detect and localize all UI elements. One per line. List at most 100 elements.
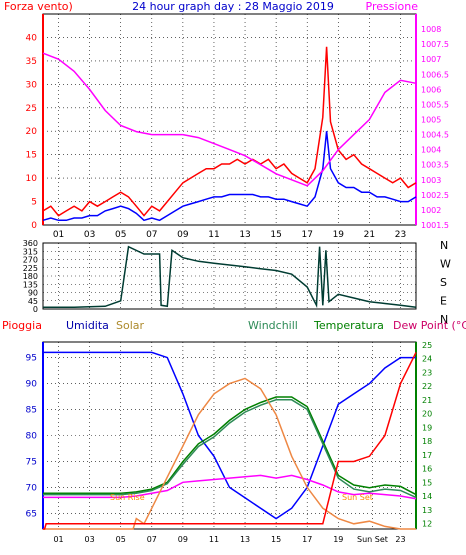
panel2-y-tick: 135	[23, 280, 38, 289]
panel3-label: Umidita	[66, 319, 109, 332]
sun-rise-annotation: Sun Rise	[110, 493, 145, 502]
panel3-x-tick: 09	[178, 535, 188, 544]
panel1-x-tick: 19	[333, 230, 345, 240]
panel3-y-tick-right: 25	[422, 341, 432, 350]
panel1-plot-area	[42, 13, 417, 226]
panel3-x-tick: 07	[147, 535, 157, 544]
panel2-y-tick: 315	[23, 247, 38, 256]
panel1-y-tick-right: 1004.5	[421, 131, 449, 140]
panel1-x-tick: 01	[53, 230, 64, 240]
panel3-series-5	[43, 352, 417, 530]
panel1-x-tick: 13	[239, 230, 250, 240]
panel1-series-0	[42, 46, 417, 217]
wind-pressure-panel: Forza vento) 24 hour graph day : 28 Magg…	[4, 0, 449, 240]
panel3-y-tick-right: 13	[422, 506, 432, 515]
panel3-x-tick: 23	[395, 535, 405, 544]
panel3-y-tick-right: 14	[422, 492, 432, 501]
panel2-y-tick: 0	[33, 305, 38, 314]
panel1-y-tick-left: 40	[26, 33, 38, 43]
panel2-direction-label: W	[440, 258, 451, 271]
panel1-y-ticks-right: 1001.5 1002 1002.5 1003 1003.5 1004 1004.5 1005…	[421, 25, 449, 230]
panel1-right-label: Pressione	[366, 0, 419, 13]
panel1-y-tick-left: 0	[31, 221, 37, 231]
panel1-y-tick-left: 25	[26, 104, 37, 114]
panel3-series-2	[43, 399, 417, 499]
panel1-x-tick: 07	[146, 230, 157, 240]
panel1-y-tick-right: 1004	[421, 146, 441, 155]
panel3-x-tick: 01	[53, 535, 63, 544]
panel1-y-tick-left: 20	[26, 127, 38, 137]
panel3-label: Windchill	[248, 319, 298, 332]
panel3-y-tick-right: 24	[422, 355, 432, 364]
panel3-y-ticks-right: 12 13 14 15 16 17 18 19 20 21 22 23 24 25	[422, 341, 432, 529]
panel1-x-tick: 21	[364, 230, 375, 240]
panel1-x-tick: 05	[115, 230, 126, 240]
panel3-y-tick-right: 22	[422, 382, 432, 391]
panel1-x-tick: 17	[301, 230, 312, 240]
panel1-y-tick-left: 10	[26, 174, 38, 184]
panel1-x-tick: 11	[208, 230, 219, 240]
panel1-y-tick-left: 5	[31, 198, 37, 208]
panel3-series-0	[43, 351, 416, 520]
sun-set-annotation: Sun Set	[342, 493, 373, 502]
panel2-series-0	[43, 245, 417, 309]
panel1-x-tick: 03	[84, 230, 95, 240]
panel3-y-tick-left: 95	[26, 354, 37, 364]
panel1-y-tick-right: 1002.5	[421, 191, 449, 200]
panel3-y-tick-right: 19	[422, 423, 432, 432]
panel3-x-tick: 05	[116, 535, 126, 544]
panel1-y-tick-right: 1006.5	[421, 70, 449, 79]
panel1-y-tick-right: 1003.5	[421, 161, 449, 170]
panel3-label: Dew Point (°C)	[393, 319, 466, 332]
panel3-x-tick: 19	[333, 535, 343, 544]
panel3-y-tick-right: 12	[422, 520, 432, 529]
panel3-y-tick-right: 17	[422, 451, 432, 460]
panel1-y-tick-left: 35	[26, 57, 37, 67]
panel3-x-tick: 17	[302, 535, 312, 544]
panel3-x-tick: 13	[240, 535, 250, 544]
panel3-series-1	[43, 396, 417, 496]
panel1-y-tick-right: 1005.5	[421, 100, 449, 109]
panel2-y-tick: 270	[23, 256, 38, 265]
panel2-direction-label: E	[440, 295, 447, 308]
panel3-y-tick-left: 80	[26, 432, 38, 442]
panel2-y-tick: 360	[23, 239, 38, 248]
panel3-y-tick-right: 20	[422, 410, 432, 419]
panel3-label: Temperatura	[313, 319, 384, 332]
panel1-y-tick-left: 30	[26, 80, 38, 90]
panel3-x-tick: Sun Set	[357, 535, 388, 544]
panel3-x-tick: 11	[209, 535, 219, 544]
panel1-y-tick-right: 1007	[421, 55, 441, 64]
panel3-y-tick-left: 65	[26, 509, 37, 519]
panel1-x-tick: 15	[270, 230, 281, 240]
panel3-y-tick-left: 85	[26, 406, 37, 416]
panel3-y-tick-right: 21	[422, 396, 432, 405]
panel1-y-tick-right: 1005	[421, 116, 441, 125]
panel3-y-tick-left: 70	[26, 483, 38, 493]
panel3-y-tick-right: 23	[422, 368, 432, 377]
panel1-series-1	[42, 131, 417, 222]
panel1-y-tick-right: 1006	[421, 85, 441, 94]
panel2-y-tick: 45	[28, 297, 38, 306]
panel1-y-tick-right: 1001.5	[421, 221, 449, 230]
temperature-humidity-panel: Pioggia Umidita Solar Windchill Temperatura D…	[2, 319, 466, 544]
panel1-y-tick-right: 1003	[421, 176, 441, 185]
panel3-x-ticks: 01 03 05 07 09 11 13 15 17 19 Sun Set 23	[53, 535, 405, 544]
panel1-series-2	[42, 52, 417, 187]
panel1-y-tick-right: 1002	[421, 206, 441, 215]
panel1-title: 24 hour graph day : 28 Maggio 2019	[132, 0, 334, 13]
panel1-y-tick-right: 1007.5	[421, 40, 449, 49]
panel2-series	[43, 245, 417, 309]
panel1-x-tick: 09	[177, 230, 189, 240]
panel2-y-tick: 225	[23, 264, 38, 273]
panel3-y-tick-right: 16	[422, 465, 432, 474]
panel3-y-tick-right: 18	[422, 437, 432, 446]
panel1-left-label: Forza vento)	[4, 0, 73, 13]
panel1-y-ticks-left: 0 5 10 15 20 25 30 35 40	[26, 33, 38, 231]
panel1-x-tick: 23	[395, 230, 406, 240]
panel1-x-ticks: 01 03 05 07 09 11 13 15 17 19 21 23	[53, 230, 406, 240]
panel3-x-tick: 03	[85, 535, 95, 544]
